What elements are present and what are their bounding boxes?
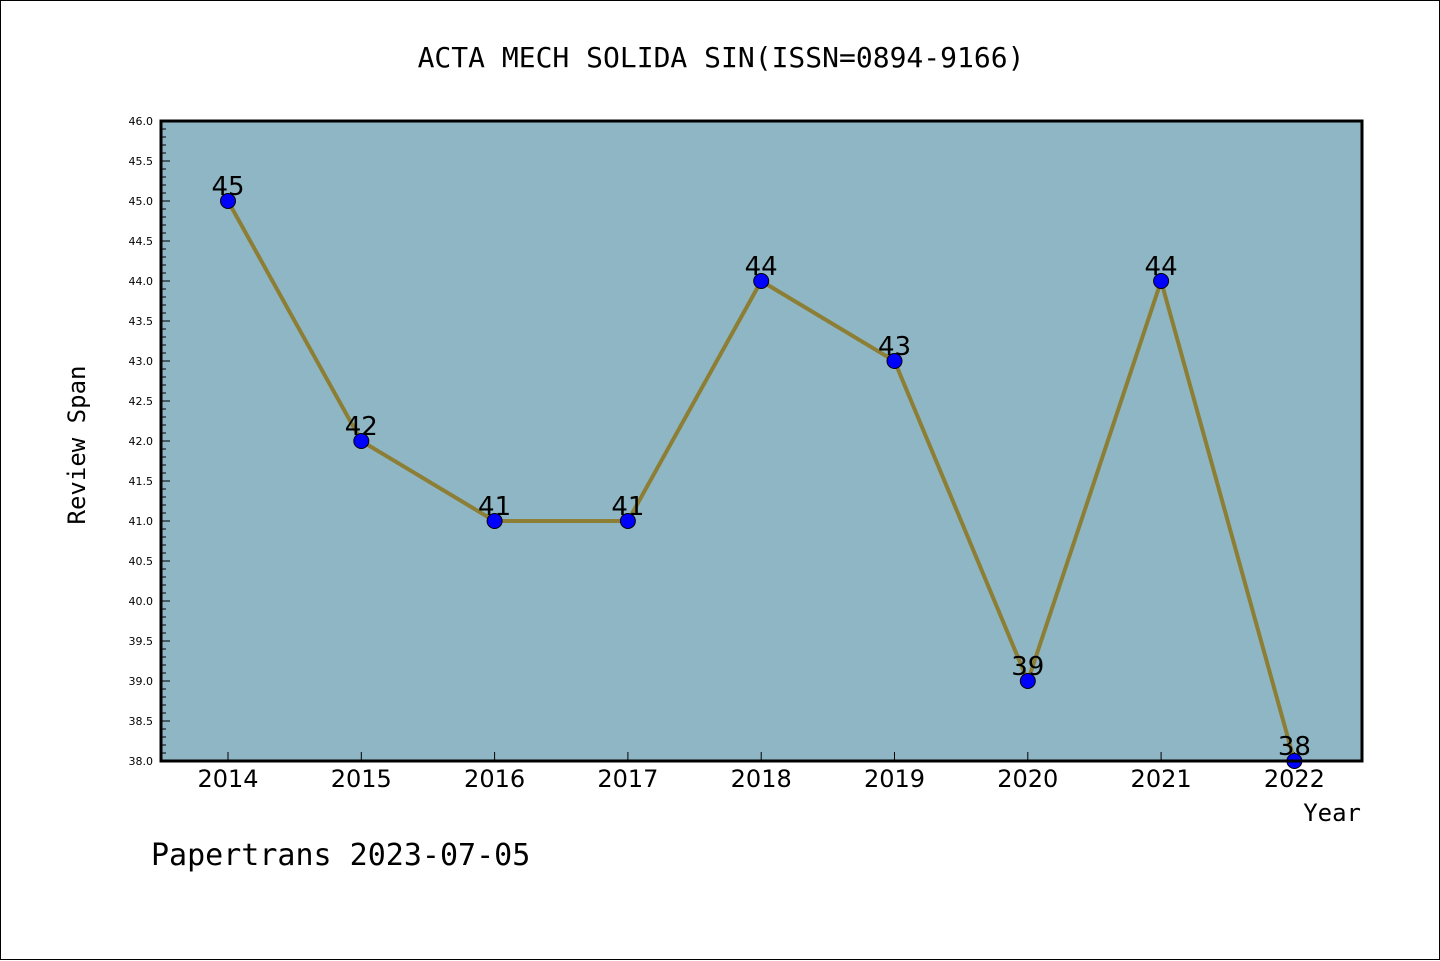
y-tick-label: 39.0 (129, 675, 154, 688)
x-tick-label: 2014 (197, 765, 258, 793)
data-point (1019, 673, 1036, 689)
data-label: 45 (211, 172, 244, 202)
y-tick-label: 42.0 (129, 435, 154, 448)
y-tick-label: 39.5 (129, 635, 154, 648)
x-tick-label: 2021 (1131, 765, 1192, 793)
x-axis-label: Year (1303, 799, 1361, 827)
series-layer: 45 42 41 41 44 43 39 44 38 (211, 172, 1311, 769)
footer-stamp: Papertrans 2023-07-05 (151, 838, 530, 873)
data-point (353, 433, 370, 449)
data-label: 43 (878, 332, 911, 362)
y-tick-label: 44.0 (129, 275, 154, 288)
y-tick-label: 46.0 (129, 115, 154, 128)
x-axis-ticks: 2014 2015 2016 2017 2018 2019 2020 2021 2022 (197, 752, 1325, 793)
x-tick-label: 2017 (597, 765, 658, 793)
data-label: 41 (478, 492, 511, 522)
x-tick-label: 2015 (331, 765, 392, 793)
y-tick-label: 40.0 (129, 595, 154, 608)
data-point (220, 193, 236, 209)
y-tick-label: 38.5 (129, 715, 154, 728)
data-point (1153, 273, 1170, 289)
data-label: 38 (1278, 732, 1311, 762)
data-point (886, 353, 903, 369)
plot-border (159, 119, 1364, 763)
y-tick-label: 43.5 (129, 315, 154, 328)
y-tick-label: 45.5 (129, 155, 154, 168)
y-tick-label: 40.5 (129, 555, 154, 568)
y-axis-ticks: 38.0 38.5 39.0 39.5 40.0 40.5 41.0 41.5 42.0 42.5… (129, 115, 170, 768)
x-tick-label: 2022 (1264, 765, 1325, 793)
data-label: 41 (611, 492, 644, 522)
x-tick-label: 2016 (464, 765, 525, 793)
data-label: 42 (345, 412, 378, 442)
plot-area (161, 121, 1362, 761)
y-tick-label: 42.5 (129, 395, 154, 408)
y-tick-label: 44.5 (129, 235, 154, 248)
x-tick-label: 2019 (864, 765, 925, 793)
data-point (619, 513, 636, 529)
x-tick-label: 2018 (731, 765, 792, 793)
y-axis-label: Review Span (63, 366, 91, 525)
y-tick-label: 38.0 (129, 755, 154, 768)
data-label: 39 (1011, 652, 1044, 682)
data-point (753, 273, 770, 289)
chart-title: ACTA MECH SOLIDA SIN(ISSN=0894-9166) (418, 41, 1025, 74)
y-tick-label: 43.0 (129, 355, 154, 368)
y-tick-label: 45.0 (129, 195, 154, 208)
y-tick-label: 41.5 (129, 475, 154, 488)
data-point (486, 513, 503, 529)
data-label: 44 (1145, 252, 1178, 282)
data-label: 44 (745, 252, 778, 282)
y-tick-label: 41.0 (129, 515, 154, 528)
x-tick-label: 2020 (997, 765, 1058, 793)
